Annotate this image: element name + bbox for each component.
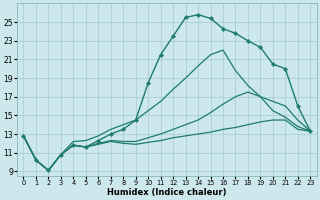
X-axis label: Humidex (Indice chaleur): Humidex (Indice chaleur) <box>107 188 227 197</box>
